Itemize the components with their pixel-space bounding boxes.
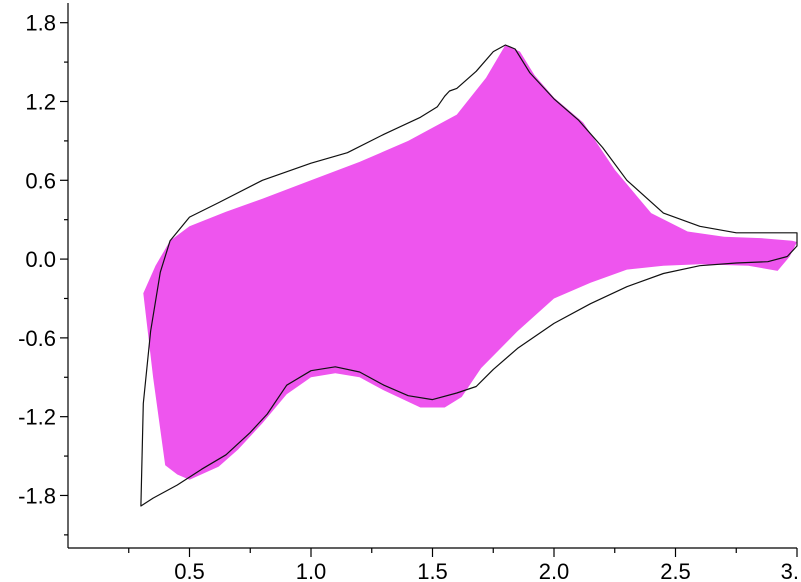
y-tick-label: 1.8 — [25, 11, 56, 36]
x-tick-label: 1.0 — [296, 559, 327, 582]
plot-area — [140, 44, 798, 507]
y-tick-label: -1.2 — [18, 405, 56, 430]
ticks — [60, 22, 798, 557]
y-tick-label: -0.6 — [18, 326, 56, 351]
y-tick-label: 0.6 — [25, 168, 56, 193]
tick-labels: 0.5 1.0 1.5 2.0 2.5 3. 1.8 1.2 0.6 0.0 -0.6 -1.2 -1.… — [18, 11, 799, 582]
filled-area-0 — [143, 45, 798, 480]
y-tick-label: 0.0 — [25, 247, 56, 272]
y-tick-label: 1.2 — [25, 89, 56, 114]
curve-line-1 — [140, 44, 798, 507]
x-tick-label: 0.5 — [174, 559, 205, 582]
x-tick-label: 1.5 — [417, 559, 448, 582]
y-tick-label: -1.8 — [18, 483, 56, 508]
x-tick-label: 3. — [781, 559, 799, 582]
x-tick-label: 2.5 — [660, 559, 691, 582]
x-tick-label: 2.0 — [539, 559, 570, 582]
